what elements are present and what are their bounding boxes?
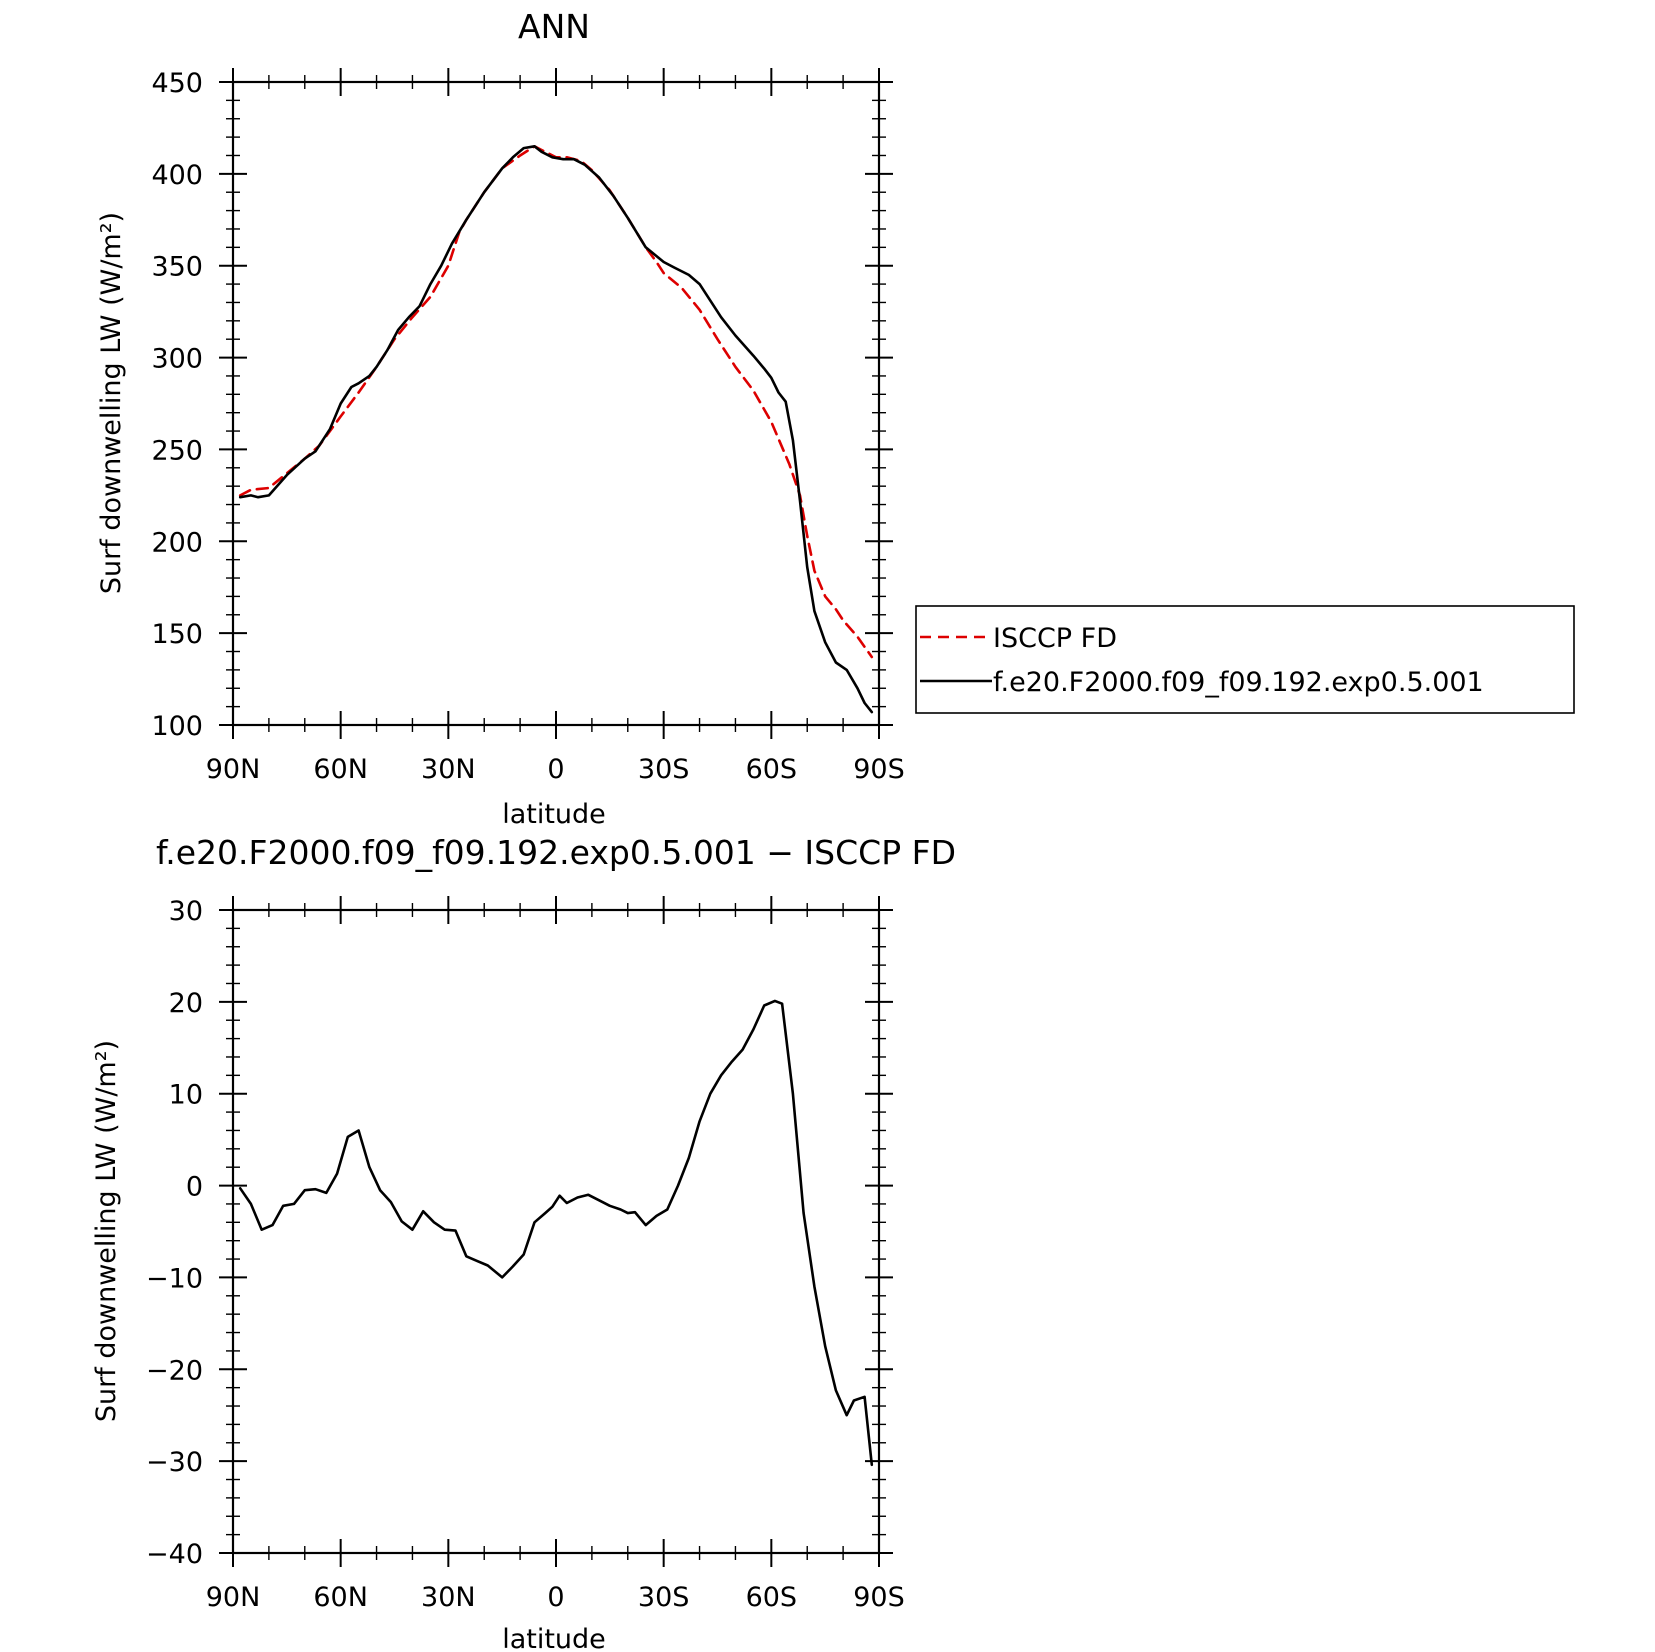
y-tick-label: 30 <box>169 896 203 927</box>
x-tick-label: 0 <box>547 754 564 785</box>
panel1-y-axis-label: Surf downwelling LW (W/m²) <box>96 212 127 594</box>
x-tick-label: 90S <box>853 1582 905 1613</box>
panel1-frame <box>231 80 881 727</box>
y-tick-label: 350 <box>151 252 203 283</box>
series-line-isccp <box>238 145 874 659</box>
y-tick-label: −10 <box>146 1263 203 1294</box>
y-tick-label: −30 <box>146 1447 203 1478</box>
legend-box <box>915 605 1575 714</box>
x-tick-label: 60N <box>313 754 368 785</box>
y-tick-label: 250 <box>151 435 203 466</box>
panel-climatology: ANN 100 150 200 250 300 350 400 450 90N 60N 30N 0 3… <box>96 7 1575 830</box>
y-tick-label: 150 <box>151 619 203 650</box>
x-tick-label: 30S <box>638 754 690 785</box>
legend-label-model: f.e20.F2000.f09_f09.192.exp0.5.001 <box>993 667 1484 698</box>
y-tick-label: 400 <box>151 160 203 191</box>
series-line-model <box>238 145 874 714</box>
panel2-y-axis-label: Surf downwelling LW (W/m²) <box>91 1040 122 1422</box>
panel1-x-tick-labels: 90N 60N 30N 0 30S 60S 90S <box>206 754 905 785</box>
panel2-ticks <box>219 896 893 1567</box>
y-tick-label: 300 <box>151 344 203 375</box>
x-tick-label: 90N <box>206 1582 261 1613</box>
x-tick-label: 60S <box>746 1582 798 1613</box>
x-tick-label: 0 <box>547 1582 564 1613</box>
legend: ISCCP FD f.e20.F2000.f09_f09.192.exp0.5.… <box>915 605 1575 714</box>
x-tick-label: 90N <box>206 754 261 785</box>
panel2-series <box>238 999 874 1467</box>
y-tick-label: 0 <box>186 1172 203 1203</box>
y-tick-label: −40 <box>146 1539 203 1570</box>
panel1-y-tick-labels: 100 150 200 250 300 350 400 450 <box>151 68 203 742</box>
x-tick-label: 90S <box>853 754 905 785</box>
panel1-ticks <box>219 68 893 739</box>
y-tick-label: −20 <box>146 1355 203 1386</box>
x-tick-label: 60S <box>746 754 798 785</box>
panel1-x-axis-label: latitude <box>502 799 606 830</box>
panel2-title: f.e20.F2000.f09_f09.192.exp0.5.001 − ISC… <box>156 833 956 872</box>
x-tick-label: 30S <box>638 1582 690 1613</box>
y-tick-label: 20 <box>169 988 203 1019</box>
y-tick-label: 450 <box>151 68 203 99</box>
panel2-x-axis-label: latitude <box>502 1624 606 1652</box>
panel2-x-tick-labels: 90N 60N 30N 0 30S 60S 90S <box>206 1582 905 1613</box>
panel2-y-tick-labels: −40 −30 −20 −10 0 10 20 30 <box>146 896 203 1570</box>
panel1-title: ANN <box>518 7 590 46</box>
y-tick-label: 200 <box>151 527 203 558</box>
y-tick-label: 10 <box>169 1080 203 1111</box>
panel-difference: f.e20.F2000.f09_f09.192.exp0.5.001 − ISC… <box>91 833 956 1652</box>
y-tick-label: 100 <box>151 711 203 742</box>
panel1-series <box>238 145 874 714</box>
x-tick-label: 60N <box>313 1582 368 1613</box>
x-tick-label: 30N <box>421 754 476 785</box>
series-line-model <box>238 999 874 1467</box>
legend-label-isccp: ISCCP FD <box>993 623 1117 654</box>
x-tick-label: 30N <box>421 1582 476 1613</box>
